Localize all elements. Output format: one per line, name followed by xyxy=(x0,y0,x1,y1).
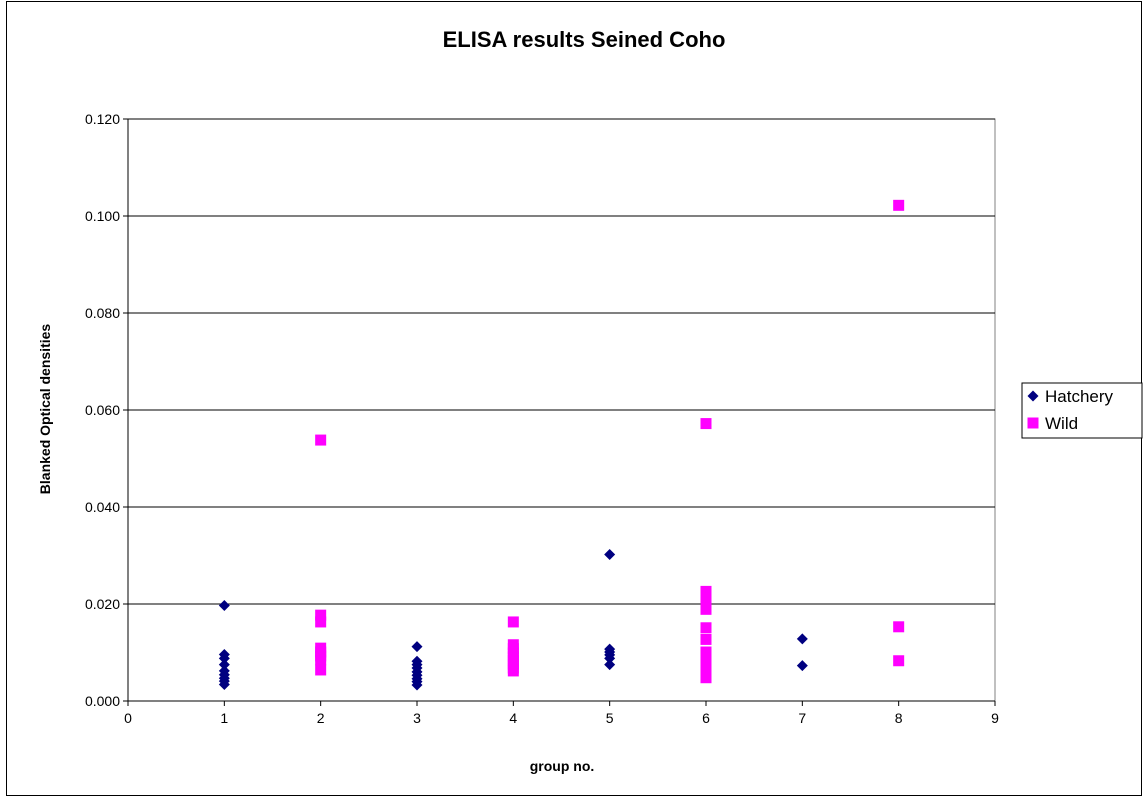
gridlines xyxy=(128,118,995,605)
data-points xyxy=(218,199,905,691)
legend-box xyxy=(1021,382,1143,439)
wild-point xyxy=(893,655,905,667)
legend-marker-wild xyxy=(1027,417,1039,429)
y-axis-title: Blanked Optical densities xyxy=(37,324,53,495)
wild-point xyxy=(700,672,712,684)
wild-point xyxy=(700,591,712,603)
x-tick-label: 0 xyxy=(124,710,132,726)
hatchery-point xyxy=(218,659,230,671)
x-tick-label: 6 xyxy=(702,710,710,726)
hatchery-point xyxy=(796,660,808,672)
wild-point xyxy=(315,654,327,666)
hatchery-point xyxy=(218,652,230,664)
legend-label-hatchery: Hatchery xyxy=(1045,387,1114,406)
hatchery-point xyxy=(604,652,616,664)
wild-point xyxy=(507,665,519,677)
series-wild xyxy=(315,199,905,684)
y-tick-label: 0.000 xyxy=(85,693,120,709)
wild-point xyxy=(700,622,712,634)
hatchery-point xyxy=(218,599,230,611)
x-tick-label: 5 xyxy=(606,710,614,726)
series-hatchery xyxy=(218,549,808,691)
hatchery-point xyxy=(604,659,616,671)
wild-point xyxy=(700,633,712,645)
x-tick-label: 1 xyxy=(220,710,228,726)
y-tick-label: 0.040 xyxy=(85,499,120,515)
wild-point xyxy=(315,434,327,446)
y-tick-label: 0.020 xyxy=(85,596,120,612)
y-tick-label: 0.080 xyxy=(85,305,120,321)
chart-title: ELISA results Seined Coho xyxy=(443,27,726,52)
wild-point xyxy=(893,621,905,633)
x-axis-title: group no. xyxy=(530,758,595,774)
hatchery-point xyxy=(218,679,230,691)
wild-point xyxy=(700,418,712,430)
wild-point xyxy=(315,616,327,628)
hatchery-point xyxy=(411,679,423,691)
axes xyxy=(123,118,996,706)
x-tick-label: 3 xyxy=(413,710,421,726)
wild-point xyxy=(315,609,327,621)
wild-point xyxy=(700,652,712,664)
wild-point xyxy=(315,664,327,676)
x-tick-label: 8 xyxy=(895,710,903,726)
wild-point xyxy=(700,603,712,615)
y-tick-label: 0.120 xyxy=(85,111,120,127)
y-tick-label: 0.100 xyxy=(85,208,120,224)
hatchery-point xyxy=(411,641,423,653)
x-tick-label: 7 xyxy=(798,710,806,726)
hatchery-point xyxy=(796,633,808,645)
legend-marker-hatchery xyxy=(1027,390,1039,402)
x-tick-label: 9 xyxy=(991,710,999,726)
tick-labels: 0.000 0.020 0.040 0.060 0.080 0.100 0.120 0 1 2 3 4… xyxy=(85,111,999,726)
wild-point xyxy=(700,646,712,658)
y-tick-label: 0.060 xyxy=(85,402,120,418)
legend-label-wild: Wild xyxy=(1045,414,1078,433)
x-tick-label: 2 xyxy=(317,710,325,726)
hatchery-point xyxy=(604,549,616,561)
wild-point xyxy=(893,199,905,211)
wild-point xyxy=(700,585,712,597)
wild-point xyxy=(700,598,712,610)
wild-point xyxy=(507,616,519,628)
legend: Hatchery Wild xyxy=(1021,382,1143,439)
wild-point xyxy=(700,661,712,673)
x-tick-label: 4 xyxy=(509,710,517,726)
